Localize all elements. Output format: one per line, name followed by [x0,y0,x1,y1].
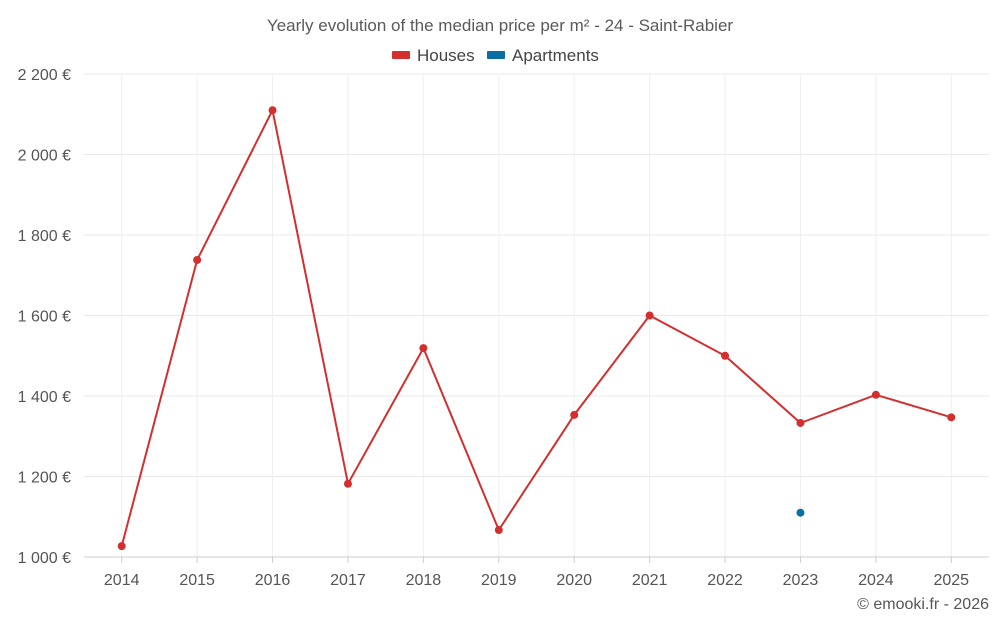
y-tick-label: 1 600 € [18,309,71,326]
legend-swatch-houses [392,51,410,59]
legend-item-apartments[interactable]: Apartments [487,46,599,65]
x-tick-label: 2019 [481,572,517,589]
data-point-houses-2022[interactable] [721,351,730,360]
data-point-houses-2025[interactable] [947,413,956,422]
x-tick-label: 2022 [707,572,743,589]
series-layer [117,106,956,551]
legend-item-houses[interactable]: Houses [392,46,475,65]
x-tick-label: 2017 [330,572,366,589]
x-axis: 2014 2015 2016 2017 2018 2019 2020 2021 2022 2023… [84,556,989,589]
legend-label-apartments: Apartments [512,46,599,65]
x-tick-label: 2023 [783,572,819,589]
data-point-houses-2017[interactable] [343,479,352,488]
legend-swatch-apartments [487,51,505,59]
x-tick-label: 2024 [858,572,894,589]
data-point-houses-2020[interactable] [570,410,579,419]
series-line-houses [120,109,952,547]
data-point-houses-2023[interactable] [796,418,805,427]
grid [84,73,989,558]
x-tick-label: 2016 [255,572,291,589]
y-tick-label: 1 400 € [18,389,71,406]
data-point-houses-2018[interactable] [419,344,428,353]
x-tick-label: 2018 [406,572,442,589]
legend-label-houses: Houses [417,46,475,65]
data-point-houses-2015[interactable] [193,255,202,264]
y-tick-label: 2 200 € [18,67,71,84]
series-houses [117,106,956,551]
x-tick-label: 2020 [556,572,592,589]
x-tick-label: 2021 [632,572,668,589]
legend: Houses Apartments [392,46,599,65]
y-axis: 1 000 € 1 200 € 1 400 € 1 600 € 1 800 € 2 000… [18,67,71,567]
chart-title: Yearly evolution of the median price per… [267,16,733,35]
data-point-houses-2024[interactable] [871,390,880,399]
y-tick-label: 1 800 € [18,228,71,245]
data-point-houses-2021[interactable] [645,311,654,320]
y-tick-label: 2 000 € [18,148,71,165]
x-tick-label: 2015 [179,572,215,589]
y-tick-label: 1 200 € [18,470,71,487]
data-point-houses-2014[interactable] [117,542,126,551]
y-tick-label: 1 000 € [18,550,71,567]
data-point-apartments-2023[interactable] [796,508,805,517]
credit-text: © emooki.fr - 2026 [857,596,989,613]
series-apartments [796,508,805,517]
x-tick-label: 2025 [933,572,969,589]
x-tick-label: 2014 [104,572,140,589]
data-point-houses-2019[interactable] [494,526,503,535]
data-point-houses-2016[interactable] [268,106,277,115]
